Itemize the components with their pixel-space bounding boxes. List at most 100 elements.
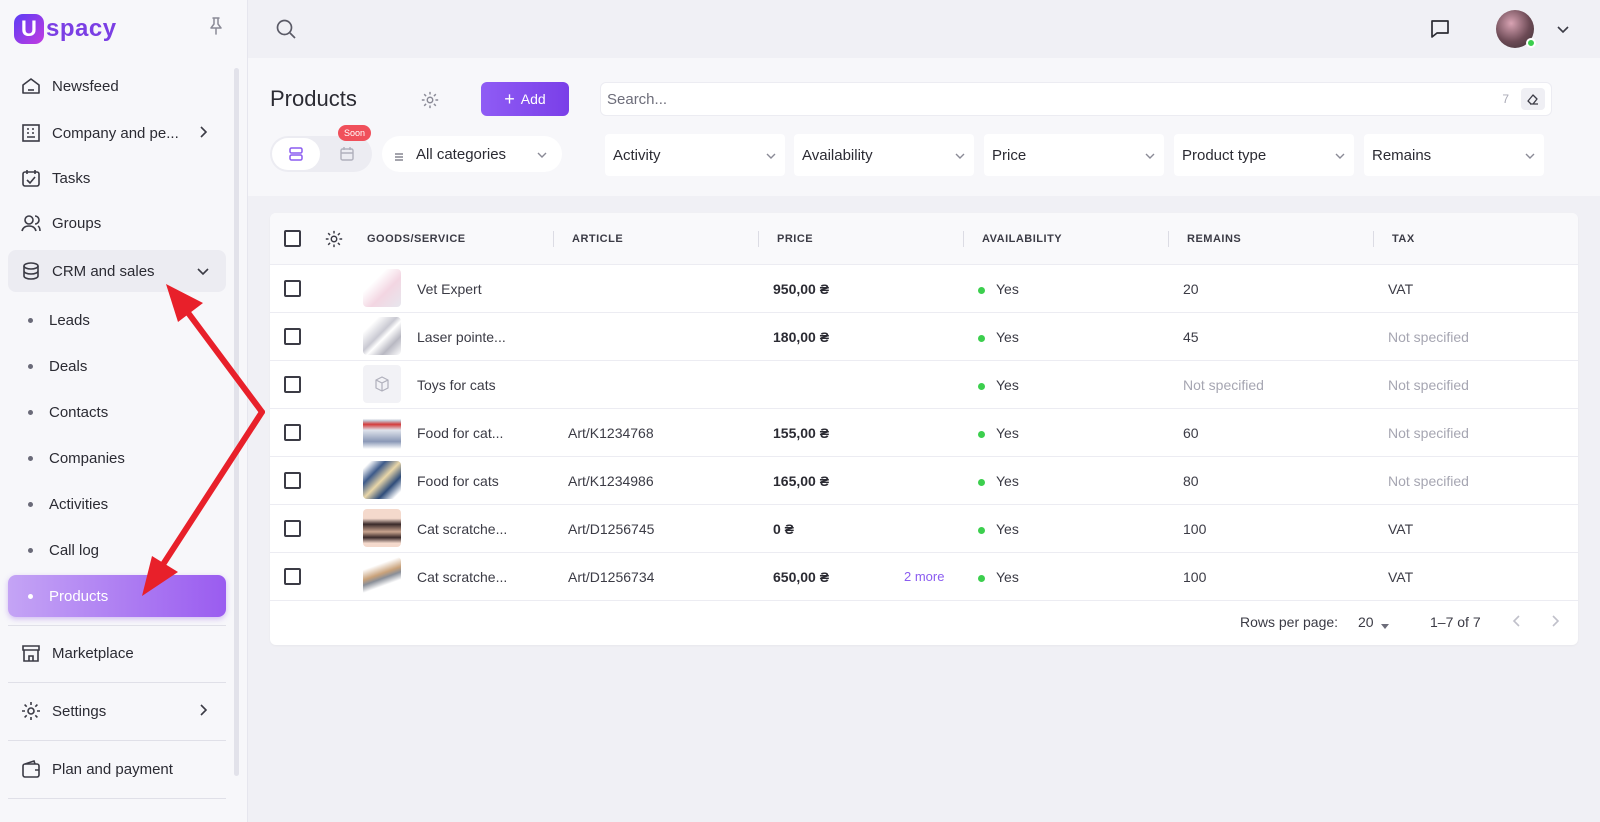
pin-icon[interactable] xyxy=(208,16,224,36)
list-view-icon[interactable] xyxy=(272,138,320,170)
product-availability: Yes xyxy=(996,425,1019,441)
sidebar-item-activities[interactable]: Activities xyxy=(8,484,226,524)
wallet-icon xyxy=(20,758,42,780)
chevron-down-icon[interactable] xyxy=(1556,22,1570,36)
sidebar-item-company[interactable]: Company and pe... xyxy=(8,113,226,153)
product-thumbnail xyxy=(363,317,401,355)
table-row[interactable]: Food for cats Art/K1234986 165,00 ₴ Yes … xyxy=(270,457,1578,505)
sidebar-item-products[interactable]: Products xyxy=(8,575,226,617)
column-header-price[interactable]: PRICE xyxy=(777,233,814,245)
bullet xyxy=(28,317,33,323)
filter-availability[interactable]: Availability xyxy=(794,134,974,176)
filter-remains[interactable]: Remains xyxy=(1364,134,1544,176)
availability-dot xyxy=(978,527,985,534)
column-header-goods[interactable]: GOODS/SERVICE xyxy=(367,233,466,245)
table-row[interactable]: Cat scratche... Art/D1256745 0 ₴ Yes 100… xyxy=(270,505,1578,553)
product-name[interactable]: Vet Expert xyxy=(417,281,482,297)
row-checkbox[interactable] xyxy=(284,376,301,393)
table-row[interactable]: Laser pointe... 180,00 ₴ Yes 45 Not spec… xyxy=(270,313,1578,361)
product-name[interactable]: Cat scratche... xyxy=(417,521,508,537)
coins-icon xyxy=(20,260,42,282)
product-name[interactable]: Cat scratche... xyxy=(417,569,508,585)
column-header-tax[interactable]: TAX xyxy=(1392,233,1415,245)
row-checkbox[interactable] xyxy=(284,424,301,441)
chevron-left-icon[interactable] xyxy=(1510,614,1524,628)
rows-per-page-select[interactable]: 20 xyxy=(1358,614,1374,630)
product-name[interactable]: Food for cats xyxy=(417,473,499,489)
category-select[interactable]: All categories xyxy=(382,136,562,172)
search-icon[interactable] xyxy=(274,17,298,41)
product-article: Art/K1234768 xyxy=(568,425,654,441)
product-name[interactable]: Laser pointe... xyxy=(417,329,506,345)
chevron-down-icon xyxy=(196,264,210,278)
product-tax: Not specified xyxy=(1388,425,1469,441)
sidebar-item-settings[interactable]: Settings xyxy=(8,691,226,731)
sidebar-item-crm[interactable]: CRM and sales xyxy=(8,250,226,292)
sidebar-item-contacts[interactable]: Contacts xyxy=(8,392,226,432)
add-button[interactable]: + Add xyxy=(481,82,569,116)
filter-product-type[interactable]: Product type xyxy=(1174,134,1354,176)
caret-down-icon[interactable] xyxy=(1380,618,1390,629)
product-name[interactable]: Food for cat... xyxy=(417,425,504,441)
chevron-right-icon[interactable] xyxy=(1548,614,1562,628)
logo-mark: U xyxy=(14,14,44,44)
product-availability: Yes xyxy=(996,281,1019,297)
sidebar-item-tasks[interactable]: Tasks xyxy=(8,158,226,198)
filter-price[interactable]: Price xyxy=(984,134,1164,176)
product-price: 950,00 ₴ xyxy=(773,281,830,297)
row-checkbox[interactable] xyxy=(284,568,301,585)
product-article: Art/D1256745 xyxy=(568,521,655,537)
product-remains: 45 xyxy=(1183,329,1199,345)
chevron-down-icon xyxy=(954,149,966,161)
sidebar-item-label: Marketplace xyxy=(52,644,134,662)
price-more-link[interactable]: 2 more xyxy=(904,569,945,584)
table-row[interactable]: Vet Expert 950,00 ₴ Yes 20 VAT xyxy=(270,265,1578,313)
chat-icon[interactable] xyxy=(1428,17,1452,41)
sidebar-item-marketplace[interactable]: Marketplace xyxy=(8,633,226,673)
sidebar-item-label: Plan and payment xyxy=(52,760,173,778)
product-remains: 60 xyxy=(1183,425,1199,441)
sidebar-item-leads[interactable]: Leads xyxy=(8,300,226,340)
product-price: 155,00 ₴ xyxy=(773,425,830,441)
product-article: Art/D1256734 xyxy=(568,569,655,585)
sidebar-item-newsfeed[interactable]: Newsfeed xyxy=(8,66,226,106)
product-name[interactable]: Toys for cats xyxy=(417,377,496,393)
topbar xyxy=(248,0,1600,58)
filter-activity[interactable]: Activity xyxy=(605,134,785,176)
sidebar-scrollbar[interactable] xyxy=(234,68,239,776)
sidebar-item-label: Company and pe... xyxy=(52,124,179,142)
table-row[interactable]: Cat scratche... Art/D1256734 650,00 ₴ 2 … xyxy=(270,553,1578,601)
gear-icon[interactable] xyxy=(420,90,440,110)
store-icon xyxy=(20,642,42,664)
filter-label: Activity xyxy=(613,146,661,164)
calendar-icon[interactable] xyxy=(324,138,370,170)
bullet xyxy=(28,363,33,369)
row-checkbox[interactable] xyxy=(284,280,301,297)
product-thumbnail xyxy=(363,413,401,451)
column-header-article[interactable]: ARTICLE xyxy=(572,233,624,245)
search-input[interactable] xyxy=(607,87,1467,111)
table-row[interactable]: Food for cat... Art/K1234768 155,00 ₴ Ye… xyxy=(270,409,1578,457)
column-header-remains[interactable]: REMAINS xyxy=(1187,233,1242,245)
row-checkbox[interactable] xyxy=(284,520,301,537)
table-row[interactable]: Toys for cats Yes Not specified Not spec… xyxy=(270,361,1578,409)
row-checkbox[interactable] xyxy=(284,328,301,345)
chevron-down-icon xyxy=(1524,149,1536,161)
sidebar-item-call-log[interactable]: Call log xyxy=(8,530,226,570)
sidebar-item-groups[interactable]: Groups xyxy=(8,203,226,243)
sidebar-item-deals[interactable]: Deals xyxy=(8,346,226,386)
online-status-dot xyxy=(1526,38,1536,48)
column-header-availability[interactable]: AVAILABILITY xyxy=(982,233,1063,245)
filter-label: Availability xyxy=(802,146,873,164)
sidebar-item-plan[interactable]: Plan and payment xyxy=(8,749,226,789)
eraser-icon[interactable] xyxy=(1521,88,1545,110)
sidebar-item-companies[interactable]: Companies xyxy=(8,438,226,478)
rows-per-page-label: Rows per page: xyxy=(1240,614,1339,630)
select-all-checkbox[interactable] xyxy=(284,230,301,247)
row-checkbox[interactable] xyxy=(284,472,301,489)
gear-icon[interactable] xyxy=(324,229,344,249)
sidebar-item-label: Leads xyxy=(49,311,90,329)
search-field[interactable]: 7 xyxy=(600,82,1552,116)
logo[interactable]: U spacy xyxy=(14,12,117,46)
pagination: Rows per page: 20 1–7 of 7 xyxy=(270,597,1578,645)
